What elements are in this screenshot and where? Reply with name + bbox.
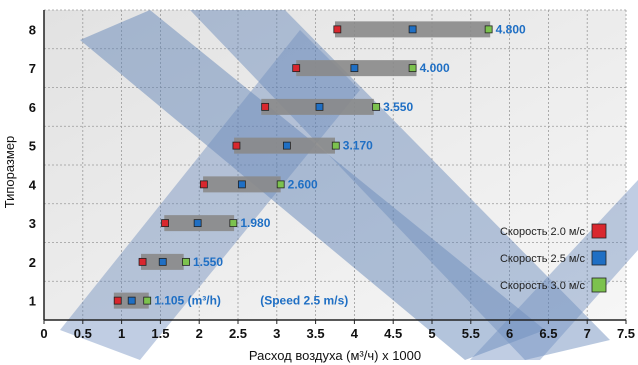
legend-swatch xyxy=(591,223,607,239)
value-label: 4.000 xyxy=(420,61,450,75)
x-tick-label: 1.5 xyxy=(151,326,169,341)
speed-marker xyxy=(282,141,291,150)
legend-label: Скорость 2.5 м/с xyxy=(500,253,586,265)
speed-markers xyxy=(113,25,493,305)
speed-marker xyxy=(182,257,190,266)
speed-marker xyxy=(161,219,169,228)
x-tick-label: 0.5 xyxy=(74,326,92,341)
y-axis-title: Типоразмер xyxy=(2,136,17,209)
axes xyxy=(43,10,626,321)
x-tick-label: 7.5 xyxy=(617,326,635,341)
x-tick-labels: 0 0.5 1 1.5 2 2.5 3 3.5 4 4.5 5 5.5 6 6.5 7 7.5 xyxy=(40,320,635,341)
x-tick-label: 2.5 xyxy=(229,326,247,341)
x-tick-label: 5 xyxy=(428,326,435,341)
speed-marker xyxy=(276,180,285,189)
y-tick-label: 1 xyxy=(29,294,36,309)
y-tick-label: 2 xyxy=(29,255,36,270)
speed-annotation: (Speed 2.5 m/s) xyxy=(260,294,348,308)
value-label: 1.105 (m³/h) xyxy=(154,294,221,308)
speed-marker xyxy=(158,257,167,266)
value-label: 2.600 xyxy=(288,177,318,191)
y-tick-label: 4 xyxy=(29,177,37,192)
legend-label: Скорость 3.0 м/с xyxy=(500,280,586,292)
speed-marker xyxy=(232,141,241,150)
speed-marker xyxy=(261,102,270,111)
x-tick-label: 1 xyxy=(118,326,125,341)
speed-marker xyxy=(331,141,340,150)
x-tick-label: 4.5 xyxy=(384,326,402,341)
speed-marker xyxy=(408,25,417,34)
value-label: 3.170 xyxy=(343,139,373,153)
speed-marker xyxy=(315,102,324,111)
x-tick-label: 0 xyxy=(40,326,47,341)
x-tick-label: 6 xyxy=(506,326,513,341)
y-tick-label: 8 xyxy=(29,22,36,37)
value-label: 4.800 xyxy=(496,22,526,36)
speed-marker xyxy=(333,25,342,34)
x-tick-label: 7 xyxy=(584,326,591,341)
legend-swatch xyxy=(591,277,607,293)
y-tick-label: 5 xyxy=(29,139,36,154)
value-label: 1.550 xyxy=(193,255,223,269)
value-labels: 1.105 (m³/h) 1.550 1.980 2.600 3.170 3.550 4.0… xyxy=(154,22,526,307)
y-tick-label: 7 xyxy=(29,61,36,76)
speed-marker xyxy=(138,257,147,266)
y-tick-labels: 1 2 3 4 5 6 7 8 xyxy=(29,22,37,308)
value-label: 3.550 xyxy=(383,100,413,114)
speed-marker xyxy=(229,219,238,228)
legend-label: Скорость 2.0 м/с xyxy=(500,226,586,238)
y-tick-label: 6 xyxy=(29,100,36,115)
x-tick-label: 3.5 xyxy=(307,326,325,341)
grid xyxy=(44,9,627,320)
x-tick-label: 2 xyxy=(196,326,203,341)
speed-marker xyxy=(143,296,152,305)
x-tick-label: 3 xyxy=(273,326,280,341)
speed-marker xyxy=(292,64,301,73)
x-tick-label: 4 xyxy=(351,326,359,341)
legend: Скорость 2.0 м/с Скорость 2.5 м/с Скорость… xyxy=(500,223,607,293)
speed-marker xyxy=(127,296,136,305)
speed-marker xyxy=(408,64,417,73)
speed-marker xyxy=(237,180,246,189)
legend-swatch xyxy=(591,250,607,266)
speed-marker xyxy=(193,219,202,228)
x-tick-label: 5.5 xyxy=(462,326,480,341)
speed-marker xyxy=(372,102,381,111)
x-axis-title: Расход воздуха (м³/ч) х 1000 xyxy=(249,348,421,363)
speed-marker xyxy=(113,296,122,305)
speed-marker xyxy=(484,25,493,34)
y-tick-label: 3 xyxy=(29,216,36,231)
value-label: 1.980 xyxy=(240,216,270,230)
speed-marker xyxy=(350,64,359,73)
speed-marker xyxy=(199,180,208,189)
x-tick-label: 6.5 xyxy=(539,326,557,341)
